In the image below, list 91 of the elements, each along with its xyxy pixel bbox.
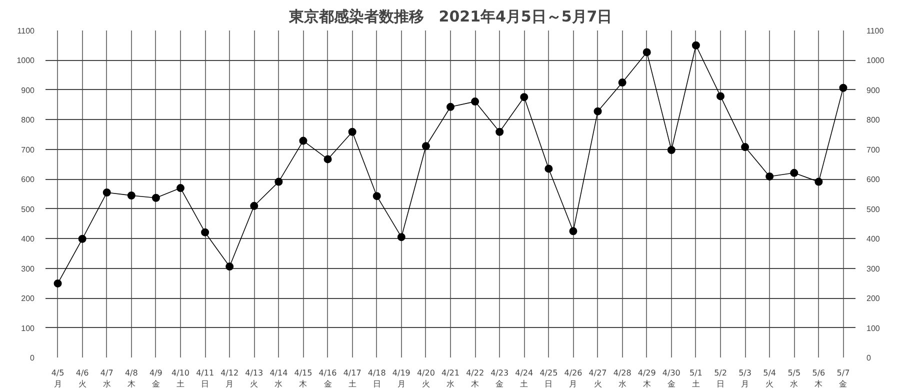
y-tick-label: 800 — [21, 116, 36, 125]
point — [569, 227, 578, 236]
point — [127, 191, 136, 200]
x-tick-label: 4/15 木 — [294, 368, 312, 388]
point — [250, 202, 258, 210]
x-tick-label: 4/9 金 — [150, 368, 162, 388]
y2-tick-label: 300 — [866, 264, 880, 274]
x-tick-label: 4/18 日 — [368, 368, 386, 388]
y2-tick-label: 400 — [866, 234, 880, 244]
x-tick-label: 4/5 月 — [51, 368, 64, 388]
y-tick-label: 1100 — [17, 26, 36, 36]
point — [372, 192, 381, 200]
x-tick-label: 4/22 木 — [466, 368, 484, 388]
point — [397, 233, 406, 242]
x-tick-label: 4/14 水 — [270, 368, 288, 388]
x-tick-label: 4/27 火 — [588, 368, 607, 388]
point — [790, 168, 798, 177]
y2-tick-label: 200 — [866, 294, 880, 304]
y2-tick-label: 0 — [866, 354, 872, 362]
y-tick-label: 100 — [21, 324, 36, 333]
point — [766, 172, 774, 180]
point — [54, 279, 62, 288]
x-tick-label: 5/3 月 — [738, 368, 752, 388]
y-tick-label: 900 — [21, 86, 36, 95]
x-tick-label: 4/25 日 — [540, 368, 558, 388]
x-tick-label: 4/23 金 — [490, 368, 509, 388]
y2-tick-label: 700 — [866, 145, 880, 154]
y-tick-label: 300 — [21, 264, 36, 274]
point — [618, 78, 626, 87]
x-tick-label: 4/7 水 — [100, 368, 114, 388]
point — [594, 107, 602, 116]
x-tick-label: 4/11 日 — [196, 368, 214, 388]
x-tick-label: 4/8 木 — [124, 368, 138, 388]
x-tick-label: 4/28 水 — [613, 368, 632, 388]
y-tick-label: 600 — [21, 175, 36, 184]
x-tick-label: 5/4 火 — [763, 368, 776, 388]
y2-tick-label: 1100 — [866, 26, 884, 36]
y-tick-label: 500 — [21, 204, 36, 214]
point — [839, 84, 848, 92]
y2-tick-label: 500 — [866, 204, 880, 214]
x-tick-label: 4/20 火 — [416, 368, 435, 388]
point — [692, 41, 700, 50]
point — [78, 234, 86, 243]
x-tick-label: 4/26 月 — [564, 368, 582, 388]
y2-tick-label: 1000 — [866, 56, 885, 66]
point — [471, 98, 480, 106]
point — [201, 228, 210, 236]
chart-title: 東京都感染者数推移 2021年4月5日～5月7日 — [288, 8, 612, 26]
point — [520, 93, 528, 102]
y-tick-label: 1000 — [16, 56, 36, 66]
x-tick-label: 5/5 水 — [788, 368, 801, 388]
x-tick-label: 4/24 土 — [515, 368, 534, 388]
point — [446, 102, 454, 111]
point — [324, 155, 332, 164]
point — [544, 164, 553, 173]
point — [274, 178, 283, 186]
y-tick-label: 700 — [21, 145, 36, 154]
x-tick-label: 5/1 土 — [690, 368, 702, 388]
point — [667, 146, 676, 154]
point — [716, 92, 724, 100]
point — [226, 262, 234, 271]
x-tick-label: 4/12 月 — [220, 368, 239, 388]
point — [176, 184, 184, 192]
y-tick-label: 0 — [30, 354, 36, 362]
point — [496, 128, 504, 136]
point — [152, 194, 160, 202]
y-tick-label: 400 — [21, 234, 36, 244]
x-tick-label: 4/6 火 — [76, 368, 89, 388]
x-tick-label: 4/21 水 — [442, 368, 460, 388]
x-tick-label: 5/7 金 — [836, 368, 850, 388]
x-tick-label: 4/10 土 — [172, 368, 190, 388]
x-tick-label: 4/17 土 — [343, 368, 362, 388]
point — [814, 178, 823, 186]
point — [348, 128, 356, 136]
point — [642, 48, 651, 56]
point — [422, 142, 430, 150]
y-tick-label: 200 — [21, 294, 36, 304]
x-tick-label: 4/30 金 — [662, 368, 680, 388]
point — [741, 143, 750, 152]
x-tick-label: 5/6 木 — [812, 368, 826, 388]
x-tick-label: 4/13 火 — [245, 368, 264, 388]
x-tick-label: 4/16 金 — [318, 368, 337, 388]
x-tick-label: 5/2 日 — [714, 368, 727, 388]
x-tick-label: 4/19 月 — [392, 368, 410, 388]
y2-tick-label: 900 — [866, 86, 880, 95]
x-tick-label: 4/29 木 — [638, 368, 656, 388]
y2-tick-label: 100 — [866, 324, 880, 333]
y2-tick-label: 600 — [866, 175, 880, 184]
y2-tick-label: 800 — [866, 116, 880, 125]
point — [299, 136, 308, 145]
point — [102, 188, 111, 197]
